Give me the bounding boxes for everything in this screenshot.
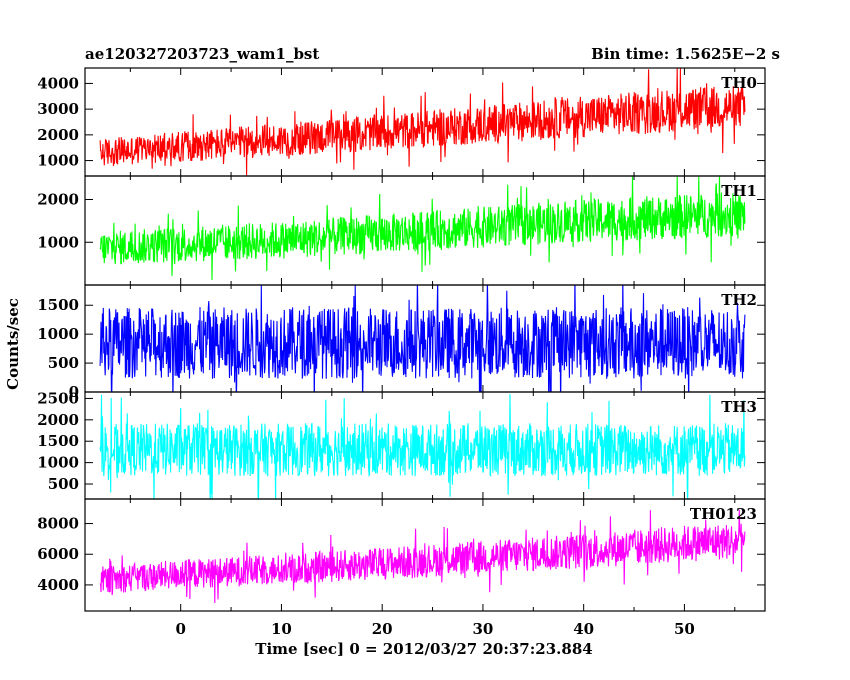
frames-group	[84, 67, 766, 612]
y-tick-label: 1500	[37, 296, 79, 314]
series-line-th0	[99, 68, 746, 176]
panel-th3: 500 1000 1500 2000 2500 TH3	[37, 389, 765, 499]
x-tick-label: 20	[372, 620, 393, 638]
chart-title: ae120327203723_wam1_bst	[85, 45, 319, 63]
y-tick-label: 4000	[37, 576, 79, 594]
panel-th2: 0 500 1000 1500 TH2	[37, 285, 765, 401]
y-tick-label: 1000	[37, 152, 79, 170]
x-tick-label: 10	[271, 620, 292, 638]
panel-th1: 1000 2000 TH1	[37, 176, 765, 285]
y-tick-label: 2000	[37, 126, 79, 144]
panel-th0123: 4000 6000 8000 TH0123	[37, 499, 765, 611]
y-tick-label: 2000	[37, 191, 79, 209]
y-tick-label: 6000	[37, 545, 79, 563]
x-tick-label: 0	[175, 620, 185, 638]
panel-label-th2: TH2	[721, 291, 757, 309]
y-tick-label: 2500	[37, 389, 79, 407]
series-line-th2	[99, 285, 746, 392]
y-tick-label: 3000	[37, 100, 79, 118]
y-tick-label: 1000	[37, 454, 79, 472]
y-tick-label: 4000	[37, 74, 79, 92]
series-line-th3	[99, 394, 746, 499]
panel-frame	[84, 498, 766, 612]
y-tick-label: 1000	[37, 233, 79, 251]
panel-label-th0123: TH0123	[690, 505, 757, 523]
panel-label-th1: TH1	[721, 182, 757, 200]
x-tick-label: 40	[573, 620, 594, 638]
y-axis-label: Counts/sec	[4, 298, 22, 390]
x-axis-label: Time [sec] 0 = 2012/03/27 20:37:23.884	[255, 640, 592, 658]
series-line-th1	[99, 176, 746, 281]
x-tick-label: 50	[674, 620, 695, 638]
y-tick-label: 2000	[37, 411, 79, 429]
y-tick-label: 500	[48, 354, 79, 372]
y-tick-label: 8000	[37, 515, 79, 533]
series-line-th0123	[99, 509, 746, 604]
panel-th0: 1000 2000 3000 4000 TH0	[37, 68, 765, 176]
x-tick-label: 30	[472, 620, 493, 638]
y-tick-label: 0	[69, 383, 79, 401]
panel-label-th0: TH0	[721, 74, 757, 92]
y-tick-label: 500	[48, 475, 79, 493]
bin-time-label: Bin time: 1.5625E−2 s	[591, 45, 780, 63]
y-tick-label: 1000	[37, 325, 79, 343]
y-tick-label: 1500	[37, 432, 79, 450]
panel-label-th3: TH3	[721, 398, 757, 416]
